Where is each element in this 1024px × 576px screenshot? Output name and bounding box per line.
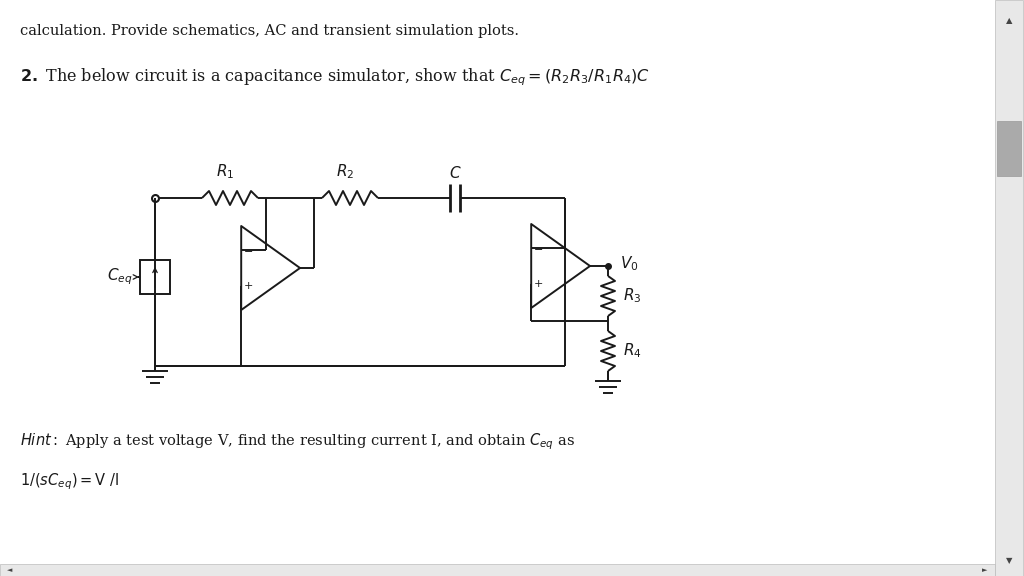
Text: $R_2$: $R_2$ <box>336 162 354 181</box>
Bar <box>997 121 1021 176</box>
Text: $\mathit{Hint:}$ Apply a test voltage V, find the resulting current I, and obtai: $\mathit{Hint:}$ Apply a test voltage V,… <box>20 431 575 452</box>
Text: $R_3$: $R_3$ <box>623 287 641 305</box>
Text: ▲: ▲ <box>1006 17 1013 25</box>
Text: $\mathbf{2.}$ The below circuit is a capacitance simulator, show that $C_{eq} = : $\mathbf{2.}$ The below circuit is a cap… <box>20 66 650 88</box>
Text: $-$: $-$ <box>534 243 544 253</box>
Text: $1/(sC_{eq}) = \mathrm{V}\ /\mathrm{I}$: $1/(sC_{eq}) = \mathrm{V}\ /\mathrm{I}$ <box>20 471 119 491</box>
Text: $R_1$: $R_1$ <box>216 162 234 181</box>
Text: ►: ► <box>982 567 988 573</box>
Text: $+$: $+$ <box>534 278 544 289</box>
Text: $V_0$: $V_0$ <box>620 255 639 274</box>
Bar <box>995 0 1023 576</box>
Text: $C_{eq}$: $C_{eq}$ <box>108 267 133 287</box>
Bar <box>140 260 170 294</box>
Text: calculation. Provide schematics, AC and transient simulation plots.: calculation. Provide schematics, AC and … <box>20 24 519 38</box>
Text: ▼: ▼ <box>1006 556 1013 566</box>
Text: $R_4$: $R_4$ <box>623 342 642 361</box>
Bar <box>0 564 995 576</box>
Text: $+$: $+$ <box>243 280 253 291</box>
Text: $C$: $C$ <box>449 165 461 181</box>
Text: $-$: $-$ <box>243 245 253 255</box>
Text: ◄: ◄ <box>7 567 12 573</box>
